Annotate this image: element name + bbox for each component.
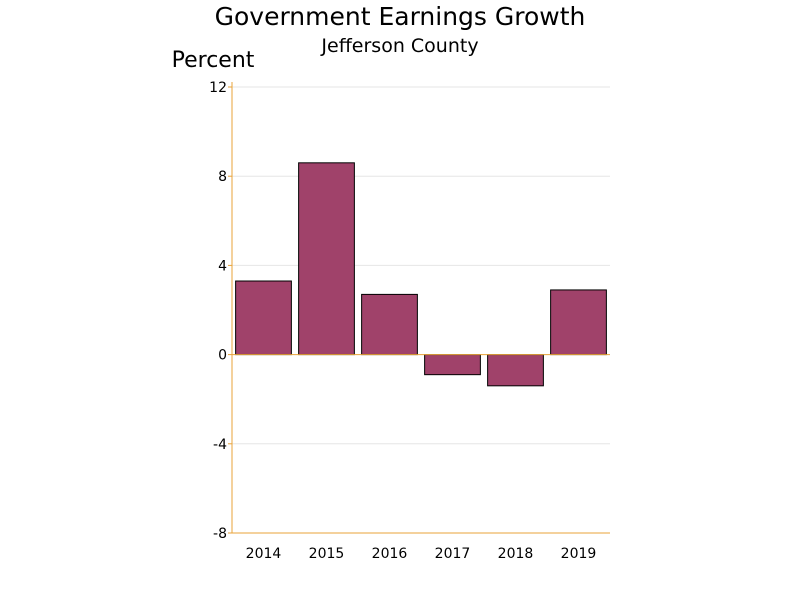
bars [235,162,607,387]
y-axis-label: Percent [172,48,255,73]
chart-title: Government Earnings Growth [215,2,586,31]
x-tick-label: 2015 [309,546,345,562]
y-tick-label: 12 [209,80,227,96]
y-tick-label: 8 [218,169,227,185]
bar-2018 [487,354,544,387]
y-tick-label: -8 [213,526,227,542]
chart-subtitle: Jefferson County [320,35,478,57]
gridlines [232,86,610,445]
bar-2019 [550,289,607,356]
x-tick-label: 2019 [561,546,597,562]
bar-2017 [424,354,481,376]
y-tick-label: -4 [213,437,227,453]
bar-2014 [235,280,292,356]
x-tick-label: 2018 [498,546,534,562]
x-tick-label: 2016 [372,546,408,562]
y-tick-labels: 12 8 4 0 -4 -8 [209,80,227,542]
x-tick-labels: 2014 2015 2016 2017 2018 2019 [246,546,597,562]
bar-2015 [298,162,355,356]
x-tick-label: 2017 [435,546,471,562]
y-tick-label: 0 [218,348,227,364]
x-tick-label: 2014 [246,546,282,562]
axes [228,82,610,534]
y-tick-label: 4 [218,258,227,274]
bar-2016 [361,293,418,356]
